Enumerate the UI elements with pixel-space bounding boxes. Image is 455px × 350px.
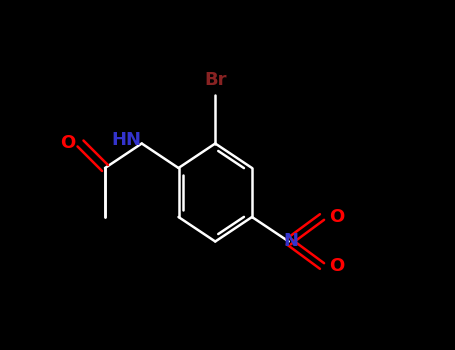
Text: N: N (283, 232, 298, 251)
Text: Br: Br (204, 71, 227, 89)
Text: O: O (329, 208, 344, 226)
Text: O: O (60, 134, 75, 153)
Text: HN: HN (112, 131, 142, 149)
Text: O: O (329, 257, 344, 275)
